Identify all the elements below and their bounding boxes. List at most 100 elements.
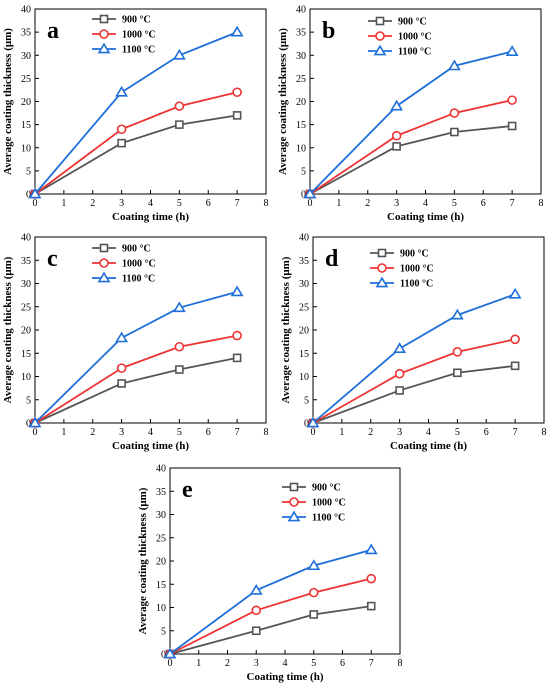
data-point bbox=[251, 626, 261, 636]
series-line bbox=[309, 99, 513, 195]
x-tick-label: 4 bbox=[423, 198, 428, 209]
data-point bbox=[28, 416, 42, 428]
data-point bbox=[452, 347, 463, 357]
data-point bbox=[453, 368, 462, 378]
data-point bbox=[232, 111, 242, 120]
x-tick-label: 1 bbox=[336, 198, 341, 209]
series-line bbox=[312, 338, 516, 424]
data-point bbox=[117, 379, 126, 388]
legend-marker bbox=[99, 243, 109, 253]
x-tick-label: 7 bbox=[235, 427, 240, 438]
x-tick-label: 6 bbox=[206, 427, 211, 438]
x-tick-label: 2 bbox=[368, 427, 373, 438]
data-point bbox=[251, 605, 262, 616]
y-tick-label: 25 bbox=[21, 302, 31, 313]
x-tick-label: 4 bbox=[283, 658, 288, 669]
data-point bbox=[394, 368, 405, 379]
x-tick-label: 5 bbox=[177, 198, 182, 209]
data-point bbox=[232, 330, 242, 341]
x-tick-label: 0 bbox=[33, 198, 38, 209]
data-point bbox=[174, 341, 185, 352]
legend-label: 900 °C bbox=[312, 483, 341, 494]
data-point bbox=[232, 87, 242, 98]
panel-d: 0 1 2 3 4 5 6 7 8 0 5 10 15 20 25 30 35 40 Coating time (h… bbox=[280, 233, 547, 453]
y-tick-label: 15 bbox=[296, 120, 306, 131]
x-tick-label: 5 bbox=[177, 427, 182, 438]
data-point bbox=[175, 365, 184, 374]
data-point bbox=[390, 99, 404, 111]
legend-label: 900 °C bbox=[122, 15, 151, 26]
data-point bbox=[510, 361, 520, 371]
legend-label: 1000 °C bbox=[122, 259, 156, 270]
series-line bbox=[34, 334, 238, 424]
legend-marker bbox=[287, 510, 301, 522]
data-point bbox=[450, 127, 459, 137]
data-point bbox=[391, 130, 402, 141]
series-line bbox=[309, 125, 513, 195]
legend-label: 900 °C bbox=[398, 17, 427, 28]
y-tick-label: 15 bbox=[299, 349, 309, 360]
series-line bbox=[34, 291, 238, 424]
y-tick-label: 0 bbox=[26, 419, 31, 430]
data-point bbox=[115, 331, 129, 343]
y-tick-label: 0 bbox=[161, 650, 166, 661]
legend-label: 1100 °C bbox=[122, 45, 155, 56]
x-axis-title: Coating time (h) bbox=[387, 211, 464, 223]
x-axis-title: Coating time (h) bbox=[112, 211, 189, 223]
x-tick-label: 0 bbox=[311, 427, 316, 438]
data-point bbox=[115, 85, 129, 97]
series-line bbox=[169, 605, 372, 655]
x-tick-label: 6 bbox=[484, 427, 489, 438]
y-axis-title: Average coating thickness (μm) bbox=[2, 256, 14, 403]
y-axis-title: Average coating thickness (μm) bbox=[277, 28, 289, 175]
x-tick-label: 5 bbox=[452, 198, 457, 209]
x-tick-label: 0 bbox=[308, 198, 313, 209]
legend-label: 900 °C bbox=[400, 249, 429, 260]
y-tick-label: 15 bbox=[21, 120, 31, 131]
series-line bbox=[312, 293, 516, 424]
x-tick-label: 3 bbox=[254, 658, 259, 669]
plot-frame bbox=[169, 467, 401, 655]
legend-marker bbox=[377, 248, 387, 258]
x-tick-label: 7 bbox=[235, 198, 240, 209]
y-tick-label: 40 bbox=[21, 5, 31, 16]
x-tick-label: 3 bbox=[119, 427, 124, 438]
legend-marker bbox=[375, 16, 385, 26]
legend-label: 1100 °C bbox=[122, 274, 155, 285]
y-tick-label: 5 bbox=[161, 626, 166, 637]
y-tick-label: 5 bbox=[301, 166, 306, 177]
data-point bbox=[306, 416, 320, 428]
legend-label: 1000 °C bbox=[122, 30, 156, 41]
x-tick-label: 6 bbox=[340, 658, 345, 669]
x-axis-title: Coating time (h) bbox=[247, 671, 324, 683]
data-point bbox=[447, 59, 461, 71]
series-line bbox=[169, 577, 372, 655]
x-tick-label: 8 bbox=[398, 658, 403, 669]
y-tick-label: 20 bbox=[156, 557, 166, 568]
y-tick-label: 10 bbox=[156, 603, 166, 614]
y-tick-label: 10 bbox=[21, 143, 31, 154]
y-tick-label: 30 bbox=[21, 279, 31, 290]
panel-c: 0 1 2 3 4 5 6 7 8 0 5 10 15 20 25 30 35 40 Coating time (h… bbox=[2, 233, 269, 453]
legend-label: 1100 °C bbox=[400, 279, 433, 290]
y-tick-label: 25 bbox=[296, 74, 306, 85]
x-tick-label: 1 bbox=[61, 427, 66, 438]
series-line bbox=[309, 50, 513, 195]
x-tick-label: 3 bbox=[394, 198, 399, 209]
x-tick-label: 5 bbox=[455, 427, 460, 438]
y-tick-label: 40 bbox=[21, 233, 31, 244]
y-tick-label: 20 bbox=[21, 97, 31, 108]
legend-label: 1100 °C bbox=[398, 47, 431, 58]
legend-marker bbox=[97, 42, 111, 54]
y-tick-label: 30 bbox=[21, 51, 31, 62]
data-point bbox=[392, 142, 401, 151]
legend-marker bbox=[97, 271, 111, 283]
x-tick-label: 5 bbox=[311, 658, 316, 669]
y-tick-label: 0 bbox=[301, 190, 306, 201]
legend-marker bbox=[99, 29, 109, 39]
data-point bbox=[172, 301, 186, 313]
data-point bbox=[230, 285, 244, 297]
y-tick-label: 20 bbox=[296, 97, 306, 108]
y-axis-title: Average coating thickness (μm) bbox=[137, 487, 149, 634]
x-tick-label: 2 bbox=[365, 198, 370, 209]
